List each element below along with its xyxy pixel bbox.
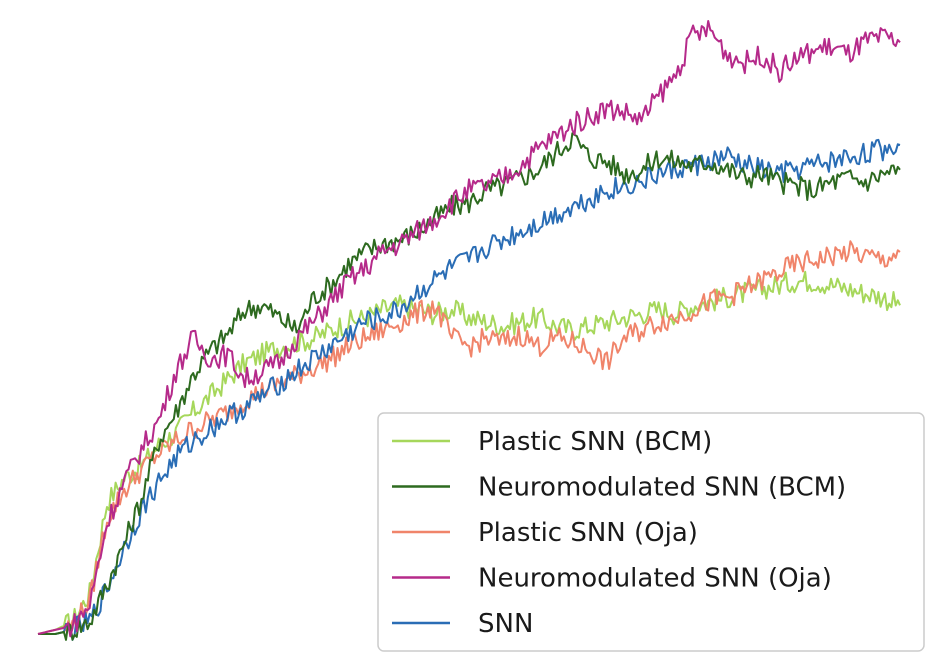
legend: Plastic SNN (BCM) Neuromodulated SNN (BCM… (377, 412, 925, 652)
legend-label-1: Neuromodulated SNN (BCM) (478, 473, 846, 503)
series-line-2 (37, 240, 901, 635)
legend-label-3: Neuromodulated SNN (Oja) (478, 564, 832, 594)
series-line-3 (37, 20, 901, 638)
legend-label-4: SNN (478, 609, 533, 639)
legend-label-2: Plastic SNN (Oja) (478, 518, 698, 548)
legend-entries: Plastic SNN (BCM) Neuromodulated SNN (BCM… (392, 427, 846, 639)
legend-label-0: Plastic SNN (BCM) (478, 427, 712, 457)
plot-area (37, 20, 901, 641)
legend-box (377, 412, 925, 652)
series-line-1 (38, 132, 901, 641)
